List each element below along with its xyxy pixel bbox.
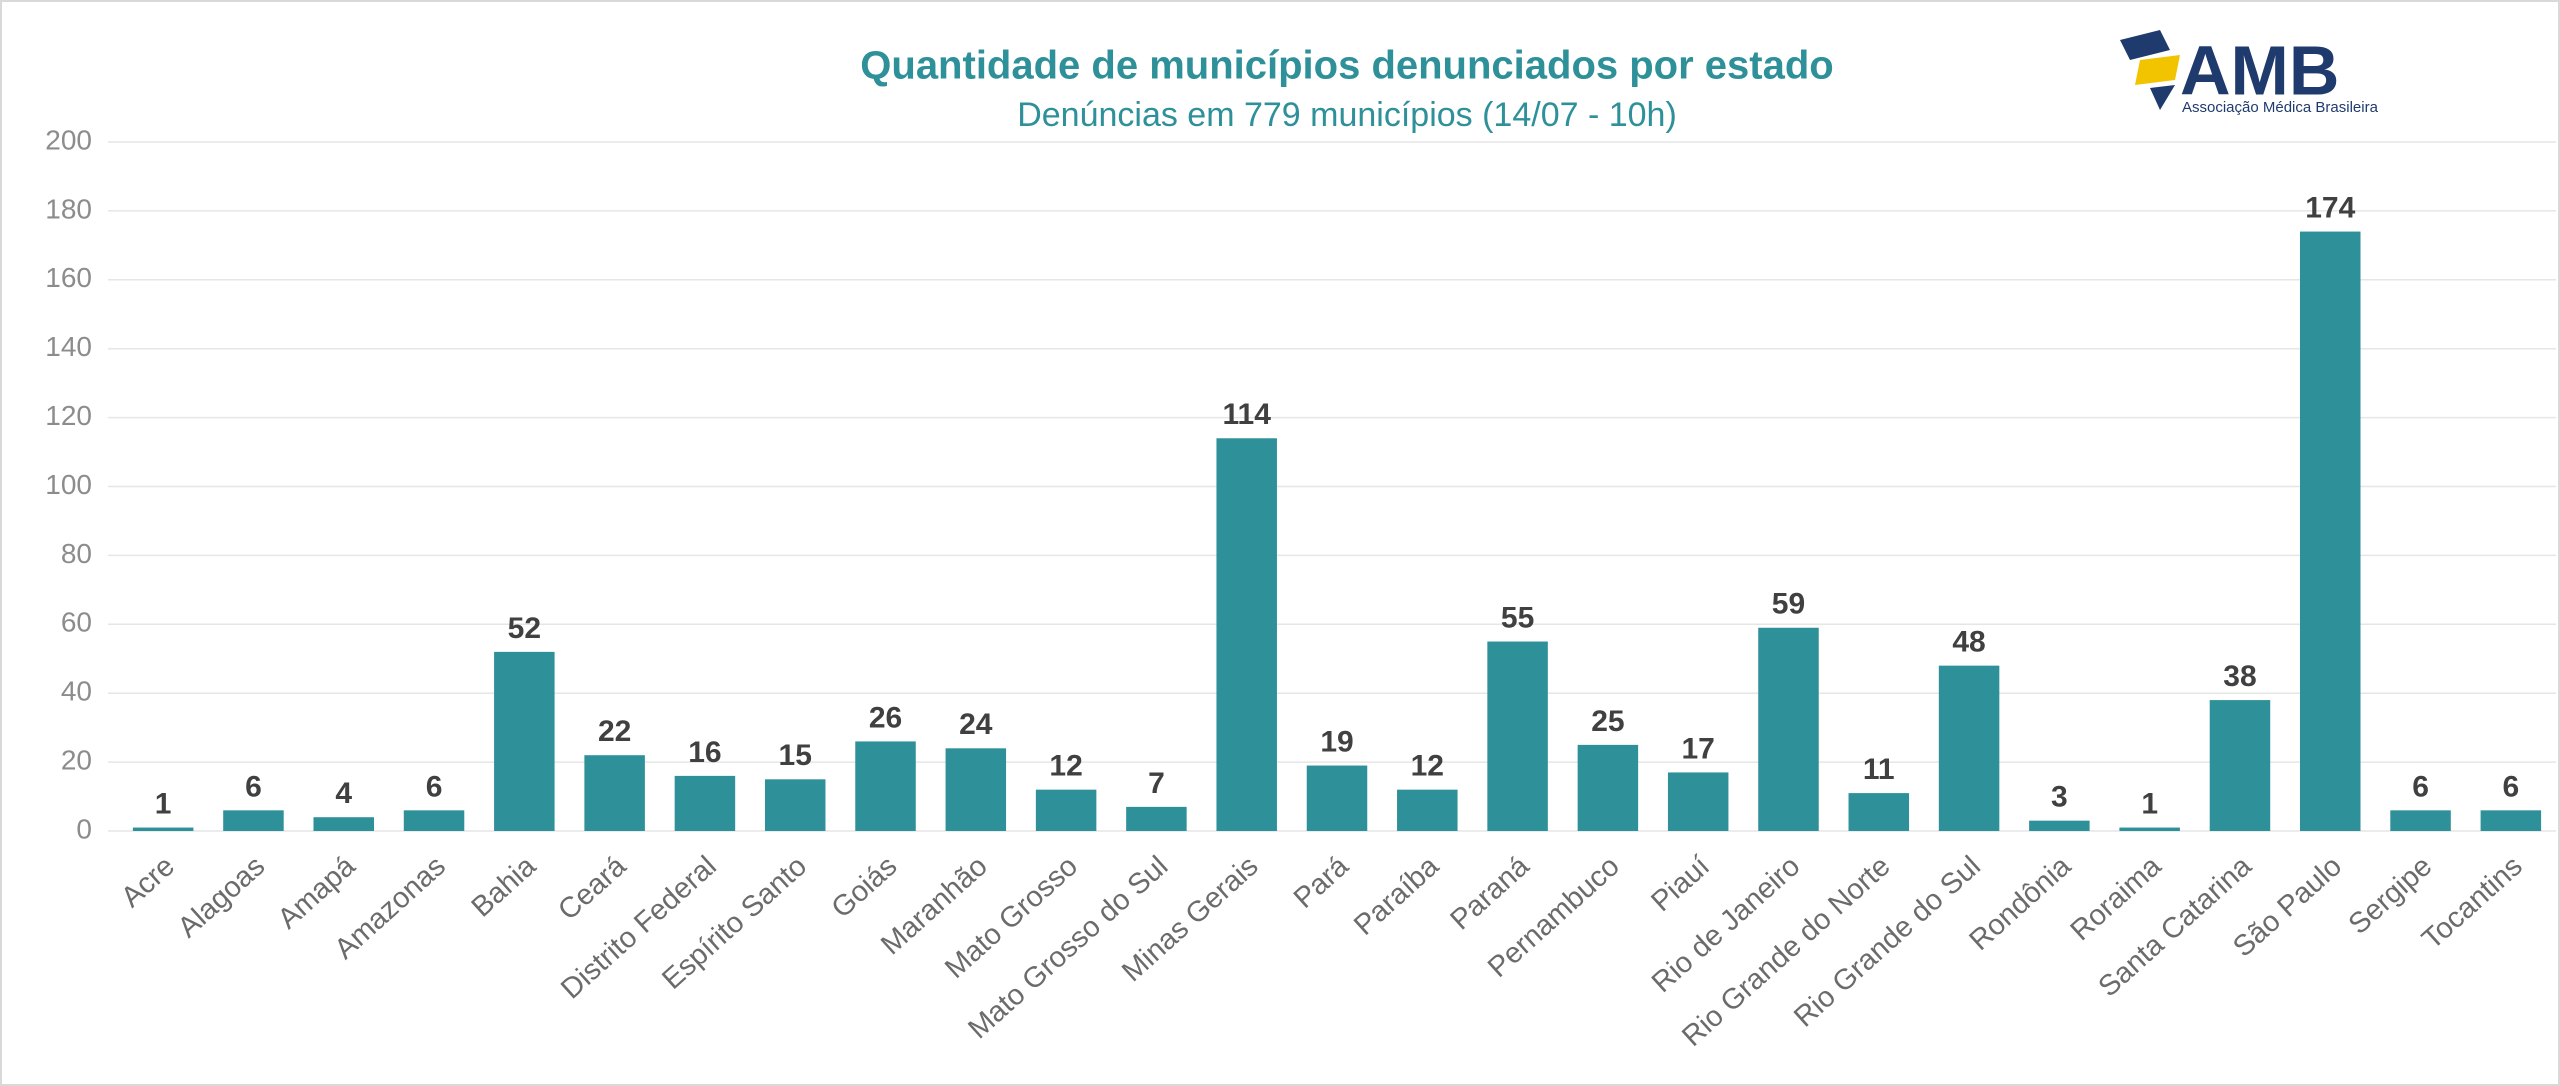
y-tick-label: 20 [61, 744, 92, 775]
logo-shape [2135, 55, 2180, 85]
value-label: 55 [1501, 601, 1534, 634]
value-label: 7 [1148, 767, 1165, 800]
bar [2390, 810, 2451, 831]
logo: AMB Associação Médica Brasileira [2120, 30, 2379, 116]
value-label: 38 [2223, 660, 2256, 693]
value-label: 19 [1320, 725, 1353, 758]
y-tick-label: 160 [45, 262, 92, 293]
y-tick-label: 180 [45, 193, 92, 224]
bar [2029, 820, 2090, 831]
value-label: 15 [779, 739, 812, 772]
y-tick-label: 120 [45, 400, 92, 431]
value-label: 25 [1591, 705, 1624, 738]
y-tick-label: 200 [45, 124, 92, 155]
value-label: 24 [959, 708, 993, 741]
y-tick-label: 80 [61, 538, 92, 569]
value-label: 17 [1681, 732, 1714, 765]
value-label: 1 [2141, 787, 2158, 820]
y-tick-label: 40 [61, 676, 92, 707]
value-label: 22 [598, 715, 631, 748]
value-label: 52 [508, 612, 541, 645]
bar [2300, 231, 2361, 831]
value-label: 26 [869, 701, 902, 734]
value-label: 12 [1411, 750, 1444, 783]
bar [1577, 744, 1639, 831]
bar [1126, 806, 1187, 831]
bar [1035, 789, 1097, 831]
bar [1848, 793, 1910, 831]
logo-shape [2150, 85, 2175, 110]
bar [1758, 627, 1819, 831]
bar [1216, 438, 1277, 831]
bar [764, 779, 826, 831]
value-label: 6 [245, 770, 262, 803]
y-tick-label: 100 [45, 469, 92, 500]
bar [1397, 789, 1458, 831]
bar [403, 810, 465, 831]
value-label: 59 [1772, 588, 1805, 621]
bar [2209, 700, 2271, 831]
value-label: 12 [1049, 750, 1082, 783]
chart-subtitle: Denúncias em 779 municípios (14/07 - 10h… [1017, 96, 1677, 134]
bar [132, 827, 194, 831]
bar [2119, 827, 2180, 831]
value-label: 16 [688, 736, 721, 769]
bar [1487, 641, 1548, 831]
chart-title: Quantidade de municípios denunciados por… [860, 44, 1833, 88]
bar [1667, 772, 1729, 831]
bar [674, 775, 736, 831]
value-label: 6 [2412, 770, 2429, 803]
value-label: 174 [2305, 191, 2355, 224]
logo-text: AMB [2180, 31, 2339, 109]
logo-shape [2120, 30, 2170, 60]
bar [494, 651, 555, 831]
value-label: 3 [2051, 781, 2068, 814]
bar [945, 748, 1007, 831]
value-label: 114 [1223, 398, 1272, 431]
bar [584, 755, 645, 831]
y-tick-label: 140 [45, 331, 92, 362]
bar [313, 817, 374, 831]
value-label: 48 [1952, 626, 1985, 659]
bar [1938, 665, 2000, 831]
logo-caption: Associação Médica Brasileira [2182, 99, 2379, 116]
bar [2480, 810, 2542, 831]
value-label: 6 [2503, 770, 2520, 803]
value-label: 11 [1863, 753, 1895, 786]
value-label: 4 [335, 777, 352, 810]
y-tick-label: 60 [61, 607, 92, 638]
y-tick-label: 0 [76, 813, 92, 844]
value-label: 1 [155, 787, 172, 820]
bar [855, 741, 916, 831]
bar [1306, 765, 1368, 831]
bar [223, 810, 284, 831]
value-label: 6 [426, 770, 443, 803]
